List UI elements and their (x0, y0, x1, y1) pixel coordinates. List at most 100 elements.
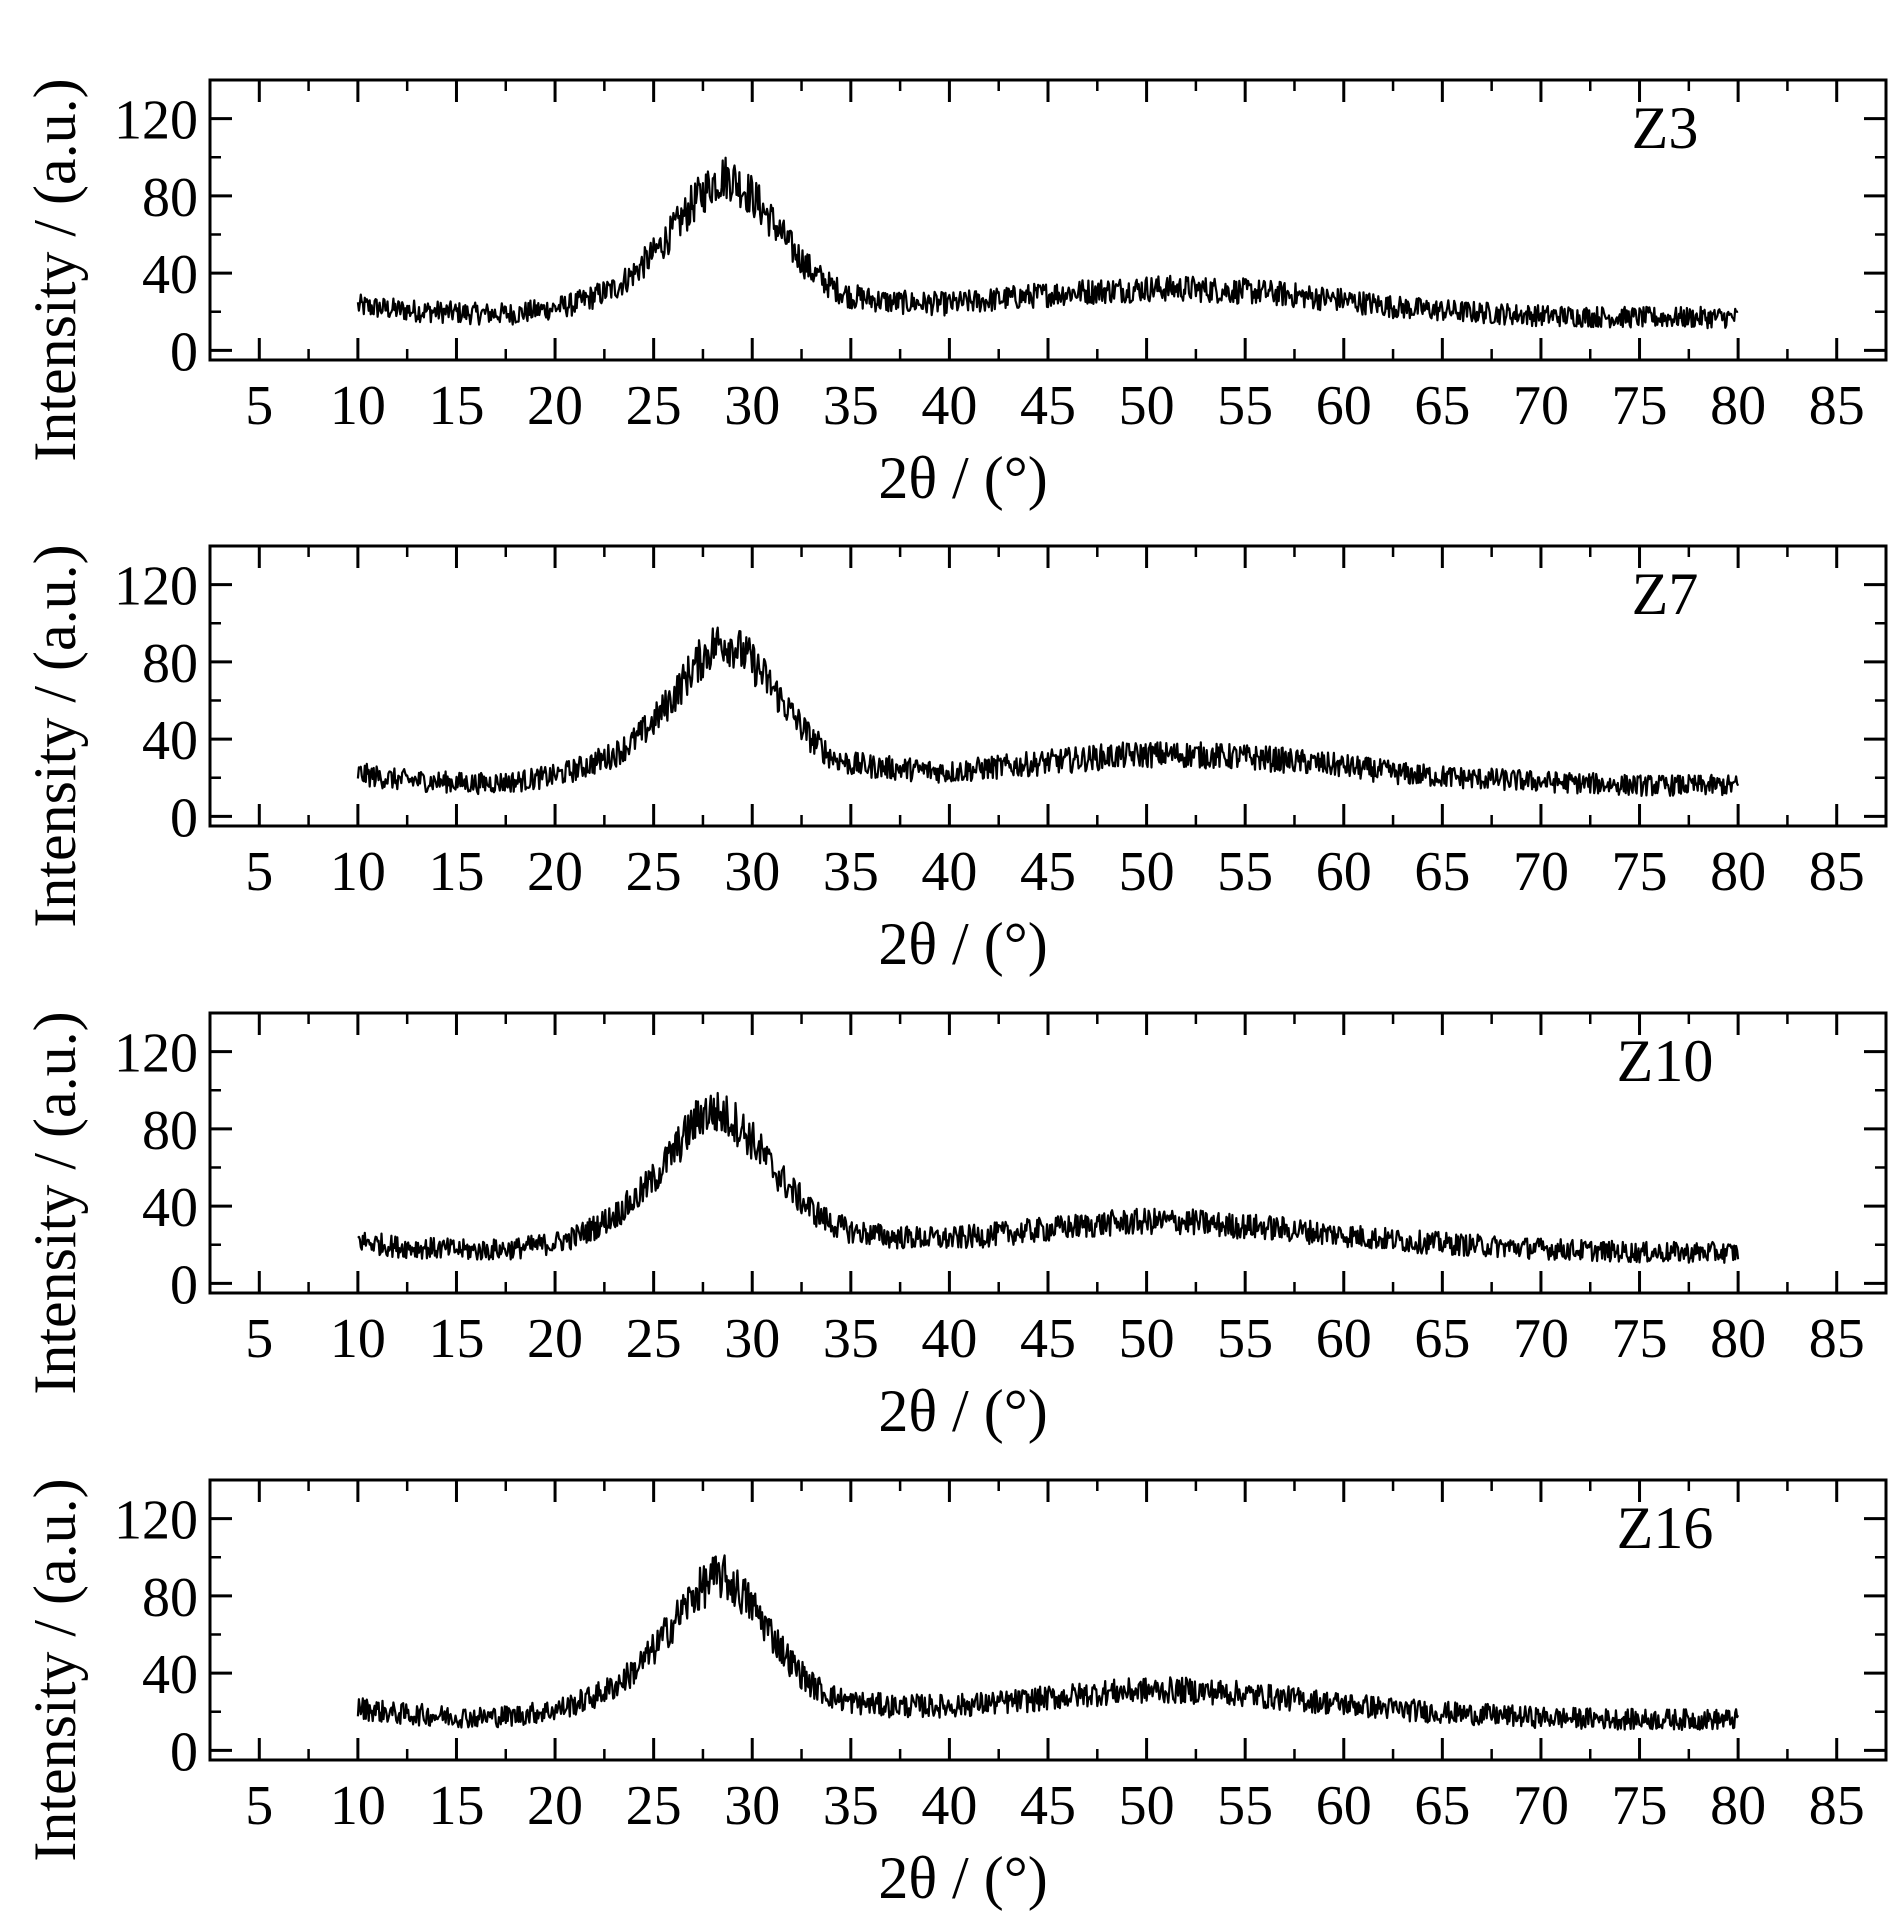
sample-label-z10: Z10 (1617, 1028, 1714, 1094)
x-tick-label: 20 (527, 1308, 583, 1370)
x-tick-label: 50 (1119, 1308, 1175, 1370)
x-tick-label: 70 (1513, 375, 1569, 437)
x-tick-label: 35 (823, 841, 879, 903)
x-tick-label: 40 (921, 1775, 977, 1837)
x-tick-label: 40 (921, 841, 977, 903)
sample-label-z7: Z7 (1632, 561, 1699, 627)
x-tick-label: 75 (1612, 841, 1668, 903)
xrd-panel-z16: 5 10 15 20 25 30 35 40 45 50 55 60 65 70 75 80 85 0 40 80 12… (22, 1478, 1888, 1911)
x-axis-title: 2θ / (°) (878, 1378, 1047, 1444)
x-tick-label: 85 (1809, 375, 1865, 437)
x-tick-label: 40 (921, 1308, 977, 1370)
x-tick-label: 65 (1414, 1308, 1470, 1370)
x-tick-label: 60 (1316, 375, 1372, 437)
y-tick-label: 0 (170, 1254, 198, 1316)
x-tick-label: 5 (245, 375, 273, 437)
y-axis-title: Intensity / (a.u.) (22, 544, 88, 927)
x-tick-label: 5 (245, 841, 273, 903)
x-tick-label: 85 (1809, 1308, 1865, 1370)
x-tick-label: 30 (724, 1775, 780, 1837)
series-line-z7 (356, 626, 1740, 797)
x-tick-label: 35 (823, 1775, 879, 1837)
x-tick-label: 15 (428, 841, 484, 903)
x-tick-label: 65 (1414, 1775, 1470, 1837)
y-tick-label: 40 (142, 1644, 198, 1706)
x-tick-label: 45 (1020, 1308, 1076, 1370)
y-tick-label: 40 (142, 710, 198, 772)
x-tick-label: 70 (1513, 841, 1569, 903)
x-tick-label: 80 (1710, 1308, 1766, 1370)
x-tick-label: 25 (626, 1775, 682, 1837)
x-tick-label: 65 (1414, 841, 1470, 903)
x-tick-label: 55 (1217, 1775, 1273, 1837)
x-tick-label: 70 (1513, 1775, 1569, 1837)
x-tick-label: 75 (1612, 1308, 1668, 1370)
y-tick-label: 80 (142, 1567, 198, 1629)
x-tick-label: 50 (1119, 1775, 1175, 1837)
x-tick-label: 80 (1710, 841, 1766, 903)
x-tick-label: 45 (1020, 375, 1076, 437)
series-line-z16 (356, 1554, 1740, 1731)
x-tick-label: 60 (1316, 841, 1372, 903)
y-tick-label: 0 (170, 321, 198, 383)
y-tick-label: 120 (114, 1023, 198, 1085)
xrd-panel-z10: 5 10 15 20 25 30 35 40 45 50 55 60 65 70 75 80 85 0 40 80 12… (22, 1011, 1888, 1444)
x-tick-label: 55 (1217, 375, 1273, 437)
x-tick-label: 60 (1316, 1308, 1372, 1370)
y-axis-title: Intensity / (a.u.) (22, 1011, 88, 1394)
x-tick-label: 45 (1020, 1775, 1076, 1837)
series-line-z3 (356, 156, 1739, 330)
xrd-panel-z7: 5 10 15 20 25 30 35 40 45 50 55 60 65 70 75 80 85 0 40 80 12… (22, 544, 1888, 977)
x-tick-label: 75 (1612, 375, 1668, 437)
x-tick-label: 15 (428, 1775, 484, 1837)
y-axis-title: Intensity / (a.u.) (22, 1478, 88, 1861)
y-tick-label: 0 (170, 1721, 198, 1783)
sample-label-z16: Z16 (1617, 1495, 1714, 1561)
x-tick-label: 30 (724, 375, 780, 437)
x-tick-label: 70 (1513, 1308, 1569, 1370)
y-tick-label: 40 (142, 1177, 198, 1239)
y-tick-label: 120 (114, 556, 198, 618)
x-tick-label: 85 (1809, 841, 1865, 903)
x-tick-label: 50 (1119, 375, 1175, 437)
x-tick-label: 20 (527, 841, 583, 903)
x-tick-label: 10 (330, 841, 386, 903)
x-tick-label: 60 (1316, 1775, 1372, 1837)
x-tick-label: 80 (1710, 375, 1766, 437)
x-tick-label: 10 (330, 1775, 386, 1837)
x-tick-label: 15 (428, 375, 484, 437)
x-tick-label: 30 (724, 841, 780, 903)
x-tick-label: 30 (724, 1308, 780, 1370)
series-line-z10 (357, 1091, 1740, 1264)
y-tick-label: 80 (142, 633, 198, 695)
x-tick-label: 35 (823, 375, 879, 437)
sample-label-z3: Z3 (1632, 95, 1699, 161)
x-tick-label: 20 (527, 375, 583, 437)
x-axis-title: 2θ / (°) (878, 1845, 1047, 1911)
x-tick-label: 35 (823, 1308, 879, 1370)
y-tick-label: 40 (142, 244, 198, 306)
x-tick-label: 5 (245, 1775, 273, 1837)
x-tick-label: 85 (1809, 1775, 1865, 1837)
y-tick-label: 120 (114, 90, 198, 152)
x-tick-label: 65 (1414, 375, 1470, 437)
x-tick-label: 25 (626, 1308, 682, 1370)
x-tick-label: 75 (1612, 1775, 1668, 1837)
x-tick-label: 25 (626, 841, 682, 903)
y-tick-label: 80 (142, 1100, 198, 1162)
x-tick-label: 25 (626, 375, 682, 437)
x-tick-label: 15 (428, 1308, 484, 1370)
x-tick-label: 10 (330, 1308, 386, 1370)
y-tick-label: 120 (114, 1490, 198, 1552)
x-tick-label: 5 (245, 1308, 273, 1370)
x-tick-label: 50 (1119, 841, 1175, 903)
x-tick-label: 20 (527, 1775, 583, 1837)
x-tick-label: 45 (1020, 841, 1076, 903)
x-tick-label: 55 (1217, 841, 1273, 903)
x-tick-label: 40 (921, 375, 977, 437)
x-axis-title: 2θ / (°) (878, 445, 1047, 511)
x-axis-title: 2θ / (°) (878, 911, 1047, 977)
x-tick-label: 10 (330, 375, 386, 437)
x-tick-label: 80 (1710, 1775, 1766, 1837)
